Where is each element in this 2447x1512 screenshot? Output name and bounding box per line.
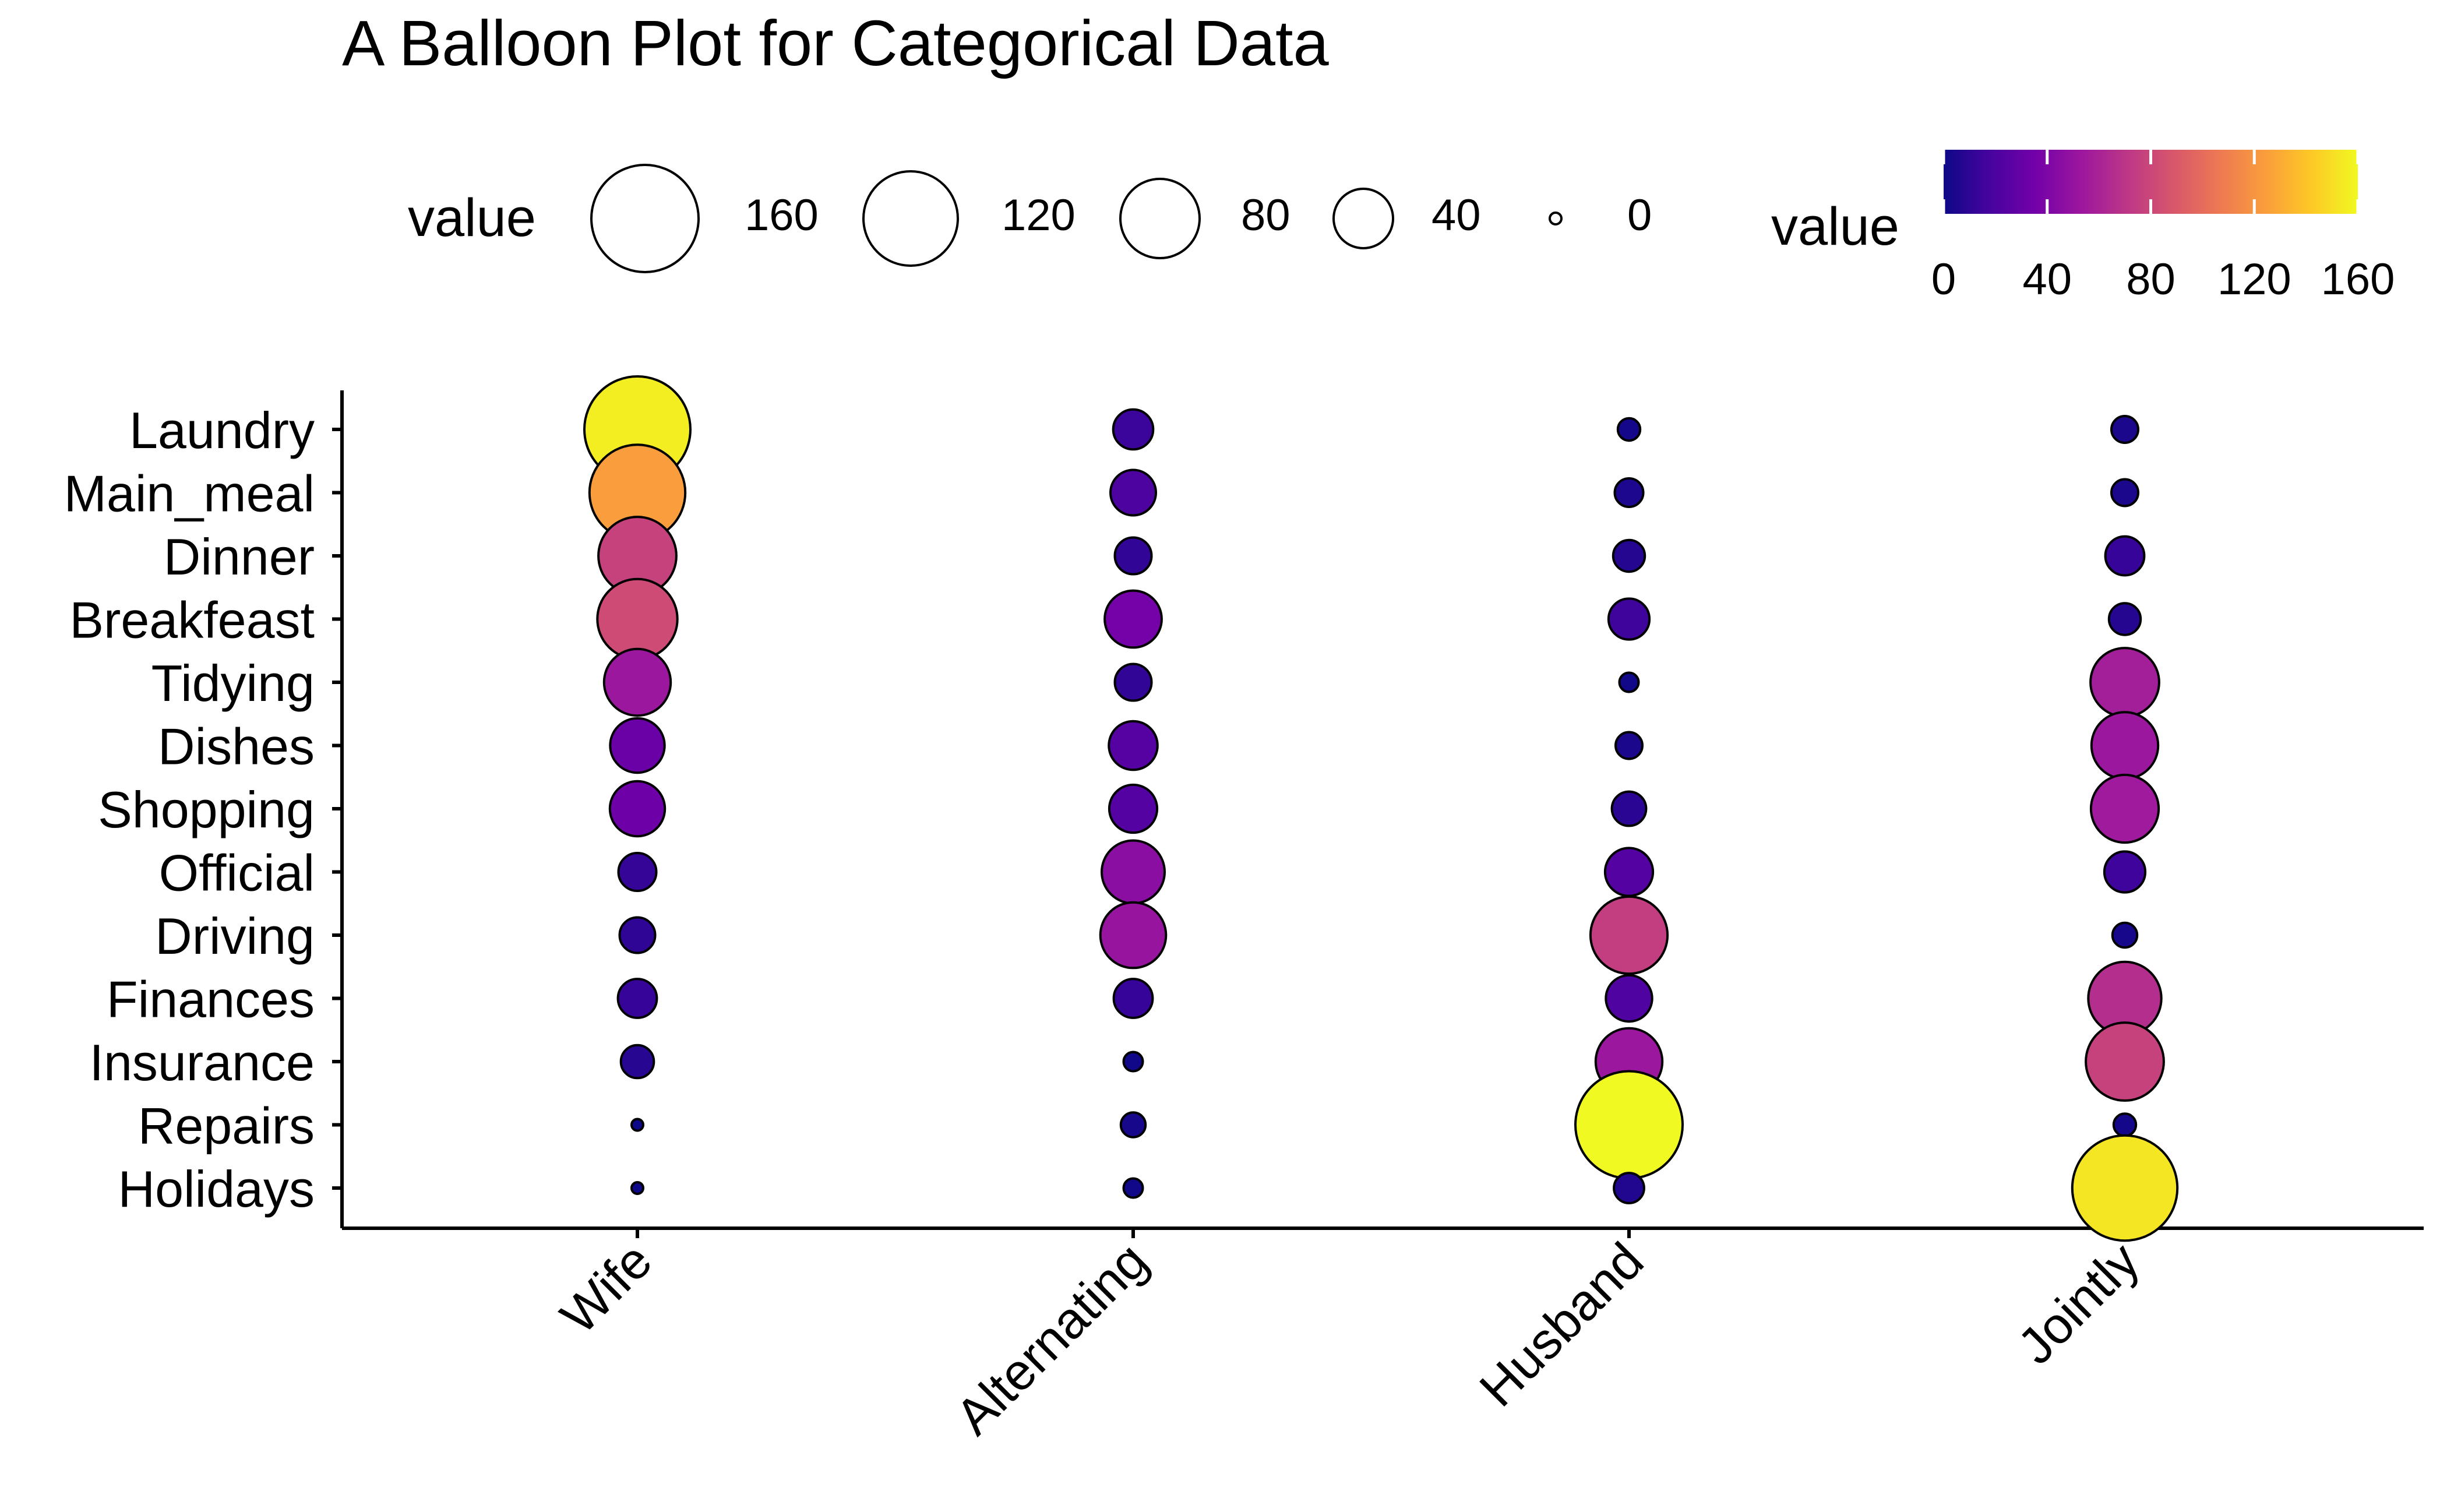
balloon-point xyxy=(1099,901,1168,970)
colorbar-tick-label: 0 xyxy=(1931,255,1956,304)
y-tick-label: Holidays xyxy=(118,1160,315,1218)
balloon-point xyxy=(2103,850,2147,894)
size-legend-label: 80 xyxy=(1241,191,1291,240)
balloon-point xyxy=(1122,1051,1144,1073)
y-tick-label: Laundry xyxy=(129,401,315,459)
size-legend-key xyxy=(862,170,959,267)
balloon-point xyxy=(2112,1112,2138,1137)
balloon-point xyxy=(609,717,666,774)
balloon-point xyxy=(2111,921,2139,949)
balloon-point xyxy=(630,1181,644,1195)
color-legend-title: value xyxy=(1771,197,1899,256)
size-legend-title: value xyxy=(408,188,536,248)
balloon-point xyxy=(1103,589,1163,649)
balloon-points xyxy=(583,375,2179,1242)
balloon-point xyxy=(1607,597,1651,641)
balloon-point xyxy=(2110,415,2139,444)
colorbar-tick-label: 120 xyxy=(2217,255,2291,304)
size-legend-key xyxy=(1549,212,1563,225)
x-tick-label: Wife xyxy=(549,1231,662,1344)
y-tick-label: Finances xyxy=(107,971,315,1028)
color-legend: value 0 40 80 120 160 xyxy=(1771,150,2395,304)
balloon-point xyxy=(1109,468,1157,517)
balloon-point xyxy=(616,978,658,1019)
balloon-point xyxy=(2085,1021,2165,1102)
balloon-point xyxy=(1589,895,1669,975)
balloon-point xyxy=(1574,1070,1684,1180)
balloon-point xyxy=(1112,978,1154,1019)
x-tick-label: Jointly xyxy=(2007,1231,2150,1374)
balloon-point xyxy=(630,1118,644,1132)
balloon-point xyxy=(1112,408,1155,451)
size-legend-key xyxy=(1119,178,1201,259)
balloon-point xyxy=(1614,731,1644,760)
balloon-point xyxy=(1113,536,1153,576)
balloon-point xyxy=(1108,720,1159,771)
balloon-point xyxy=(608,780,667,838)
colorbar-tick-label: 40 xyxy=(2022,255,2072,304)
balloon-point xyxy=(602,647,672,717)
balloon-point xyxy=(1610,790,1648,827)
size-legend-label: 0 xyxy=(1627,191,1652,240)
y-tick-label: Dishes xyxy=(158,718,315,776)
balloon-point xyxy=(2104,535,2146,577)
x-tick-label: Husband xyxy=(1468,1231,1654,1417)
balloon-point xyxy=(618,916,657,954)
balloon-point xyxy=(1616,417,1642,442)
balloon-point xyxy=(2090,711,2160,780)
y-tick-label: Shopping xyxy=(98,781,315,838)
balloon-point xyxy=(2089,773,2160,844)
balloon-point xyxy=(596,577,679,661)
y-tick-label: Tidying xyxy=(151,654,315,712)
balloon-point xyxy=(619,1044,655,1080)
size-legend-label: 40 xyxy=(1431,191,1481,240)
balloon-point xyxy=(1122,1177,1144,1199)
size-legend-key xyxy=(1332,188,1394,249)
chart-title: A Balloon Plot for Categorical Data xyxy=(342,8,1330,79)
balloon-point xyxy=(1613,477,1645,508)
balloon-point xyxy=(1613,1172,1645,1204)
balloon-point xyxy=(2089,647,2160,718)
size-legend-label: 160 xyxy=(745,191,819,240)
balloon-point xyxy=(1113,662,1153,702)
balloon-point xyxy=(1101,839,1166,905)
y-tick-label: Dinner xyxy=(164,528,315,586)
y-tick-label: Official xyxy=(159,844,315,902)
balloon-point xyxy=(2110,478,2139,507)
balloon-point xyxy=(1108,783,1159,834)
x-tick-label: Alternating xyxy=(944,1231,1158,1445)
colorbar-tick-label: 160 xyxy=(2321,255,2395,304)
balloon-point xyxy=(2107,602,2142,636)
balloon-point xyxy=(617,852,658,892)
y-tick-label: Repairs xyxy=(138,1097,315,1155)
y-tick-label: Insurance xyxy=(90,1034,315,1091)
y-tick-label: Breakfeast xyxy=(69,591,315,649)
size-legend: value 160 120 80 40 0 xyxy=(408,164,1652,273)
balloon-point xyxy=(1119,1111,1147,1139)
balloon-point xyxy=(2071,1134,2179,1242)
size-legend-label: 120 xyxy=(1002,191,1076,240)
y-tick-label: Main_meal xyxy=(64,465,315,523)
balloon-point xyxy=(1618,671,1640,693)
balloon-point xyxy=(1603,847,1655,897)
y-tick-label: Driving xyxy=(155,907,315,965)
balloon-point xyxy=(1605,974,1653,1023)
balloon-point xyxy=(1612,538,1646,573)
size-legend-key xyxy=(590,164,700,273)
colorbar-tick-label: 80 xyxy=(2126,255,2175,304)
